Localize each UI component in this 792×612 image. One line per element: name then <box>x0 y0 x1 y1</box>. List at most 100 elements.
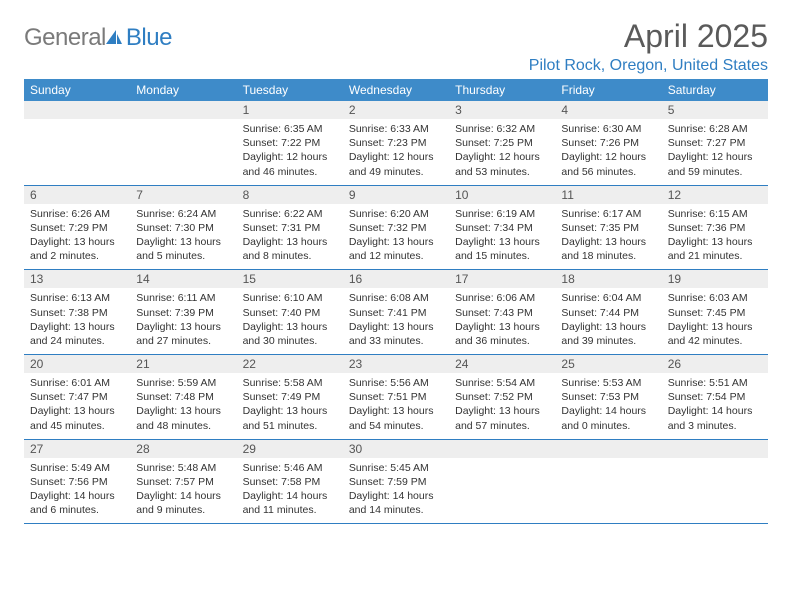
daylight-text: Daylight: 13 hours and 27 minutes. <box>136 320 230 348</box>
day-body: Sunrise: 5:59 AMSunset: 7:48 PMDaylight:… <box>130 373 236 439</box>
day-number: 27 <box>24 440 130 458</box>
sunset-text: Sunset: 7:39 PM <box>136 306 230 320</box>
logo: GeneralBlue <box>24 18 172 53</box>
day-number: 13 <box>24 270 130 288</box>
sunrise-text: Sunrise: 5:46 AM <box>243 461 337 475</box>
day-cell <box>24 101 130 185</box>
day-cell: 15Sunrise: 6:10 AMSunset: 7:40 PMDayligh… <box>237 270 343 354</box>
daylight-text: Daylight: 13 hours and 2 minutes. <box>30 235 124 263</box>
day-body: Sunrise: 5:51 AMSunset: 7:54 PMDaylight:… <box>662 373 768 439</box>
week-row: 1Sunrise: 6:35 AMSunset: 7:22 PMDaylight… <box>24 101 768 186</box>
daylight-text: Daylight: 13 hours and 39 minutes. <box>561 320 655 348</box>
sunrise-text: Sunrise: 6:03 AM <box>668 291 762 305</box>
sunrise-text: Sunrise: 6:22 AM <box>243 207 337 221</box>
day-number: 5 <box>662 101 768 119</box>
daylight-text: Daylight: 13 hours and 36 minutes. <box>455 320 549 348</box>
sunset-text: Sunset: 7:41 PM <box>349 306 443 320</box>
sunrise-text: Sunrise: 5:49 AM <box>30 461 124 475</box>
sunrise-text: Sunrise: 5:53 AM <box>561 376 655 390</box>
sunrise-text: Sunrise: 6:13 AM <box>30 291 124 305</box>
sunrise-text: Sunrise: 5:59 AM <box>136 376 230 390</box>
sunset-text: Sunset: 7:45 PM <box>668 306 762 320</box>
daylight-text: Daylight: 13 hours and 57 minutes. <box>455 404 549 432</box>
day-cell: 30Sunrise: 5:45 AMSunset: 7:59 PMDayligh… <box>343 440 449 524</box>
day-cell: 18Sunrise: 6:04 AMSunset: 7:44 PMDayligh… <box>555 270 661 354</box>
daylight-text: Daylight: 14 hours and 9 minutes. <box>136 489 230 517</box>
day-body: Sunrise: 6:32 AMSunset: 7:25 PMDaylight:… <box>449 119 555 185</box>
day-cell: 6Sunrise: 6:26 AMSunset: 7:29 PMDaylight… <box>24 186 130 270</box>
sunrise-text: Sunrise: 6:28 AM <box>668 122 762 136</box>
daylight-text: Daylight: 13 hours and 51 minutes. <box>243 404 337 432</box>
day-body: Sunrise: 6:10 AMSunset: 7:40 PMDaylight:… <box>237 288 343 354</box>
day-header-cell: Friday <box>555 79 661 101</box>
day-cell: 13Sunrise: 6:13 AMSunset: 7:38 PMDayligh… <box>24 270 130 354</box>
sunset-text: Sunset: 7:22 PM <box>243 136 337 150</box>
sunrise-text: Sunrise: 5:54 AM <box>455 376 549 390</box>
day-body: Sunrise: 6:19 AMSunset: 7:34 PMDaylight:… <box>449 204 555 270</box>
daylight-text: Daylight: 13 hours and 21 minutes. <box>668 235 762 263</box>
day-number: 9 <box>343 186 449 204</box>
day-number: 11 <box>555 186 661 204</box>
sunset-text: Sunset: 7:31 PM <box>243 221 337 235</box>
day-cell: 7Sunrise: 6:24 AMSunset: 7:30 PMDaylight… <box>130 186 236 270</box>
day-cell: 22Sunrise: 5:58 AMSunset: 7:49 PMDayligh… <box>237 355 343 439</box>
daylight-text: Daylight: 14 hours and 0 minutes. <box>561 404 655 432</box>
sail-icon <box>104 25 124 53</box>
day-header-cell: Sunday <box>24 79 130 101</box>
day-body: Sunrise: 5:48 AMSunset: 7:57 PMDaylight:… <box>130 458 236 524</box>
day-body: Sunrise: 6:08 AMSunset: 7:41 PMDaylight:… <box>343 288 449 354</box>
day-header-cell: Monday <box>130 79 236 101</box>
month-title: April 2025 <box>529 18 768 55</box>
sunrise-text: Sunrise: 6:20 AM <box>349 207 443 221</box>
week-row: 6Sunrise: 6:26 AMSunset: 7:29 PMDaylight… <box>24 186 768 271</box>
day-body: Sunrise: 6:01 AMSunset: 7:47 PMDaylight:… <box>24 373 130 439</box>
day-cell <box>555 440 661 524</box>
sunrise-text: Sunrise: 6:15 AM <box>668 207 762 221</box>
logo-text-blue: Blue <box>126 24 172 51</box>
sunrise-text: Sunrise: 5:51 AM <box>668 376 762 390</box>
day-cell: 12 Sunrise: 6:15 AMSunset: 7:36 PMDayligh… <box>662 186 768 270</box>
sunset-text: Sunset: 7:44 PM <box>561 306 655 320</box>
sunset-text: Sunset: 7:49 PM <box>243 390 337 404</box>
sunrise-text: Sunrise: 6:04 AM <box>561 291 655 305</box>
day-cell: 29Sunrise: 5:46 AMSunset: 7:58 PMDayligh… <box>237 440 343 524</box>
sunset-text: Sunset: 7:23 PM <box>349 136 443 150</box>
day-number: 6 <box>24 186 130 204</box>
sunrise-text: Sunrise: 6:08 AM <box>349 291 443 305</box>
sunset-text: Sunset: 7:40 PM <box>243 306 337 320</box>
sunrise-text: Sunrise: 6:32 AM <box>455 122 549 136</box>
daylight-text: Daylight: 12 hours and 59 minutes. <box>668 150 762 178</box>
day-number: 23 <box>343 355 449 373</box>
day-header-row: SundayMondayTuesdayWednesdayThursdayFrid… <box>24 79 768 101</box>
day-body: Sunrise: 6:13 AMSunset: 7:38 PMDaylight:… <box>24 288 130 354</box>
day-cell <box>449 440 555 524</box>
sunset-text: Sunset: 7:48 PM <box>136 390 230 404</box>
day-number: 10 <box>449 186 555 204</box>
day-body: Sunrise: 6:03 AMSunset: 7:45 PMDaylight:… <box>662 288 768 354</box>
day-body: Sunrise: 5:45 AMSunset: 7:59 PMDaylight:… <box>343 458 449 524</box>
day-body: Sunrise: 6:35 AMSunset: 7:22 PMDaylight:… <box>237 119 343 185</box>
day-header-cell: Tuesday <box>237 79 343 101</box>
day-cell: 10Sunrise: 6:19 AMSunset: 7:34 PMDayligh… <box>449 186 555 270</box>
day-cell: 11Sunrise: 6:17 AMSunset: 7:35 PMDayligh… <box>555 186 661 270</box>
day-number: 4 <box>555 101 661 119</box>
daylight-text: Daylight: 13 hours and 12 minutes. <box>349 235 443 263</box>
day-cell: 21Sunrise: 5:59 AMSunset: 7:48 PMDayligh… <box>130 355 236 439</box>
daylight-text: Daylight: 13 hours and 5 minutes. <box>136 235 230 263</box>
day-cell: 2Sunrise: 6:33 AMSunset: 7:23 PMDaylight… <box>343 101 449 185</box>
daylight-text: Daylight: 13 hours and 30 minutes. <box>243 320 337 348</box>
day-cell: 4Sunrise: 6:30 AMSunset: 7:26 PMDaylight… <box>555 101 661 185</box>
sunset-text: Sunset: 7:29 PM <box>30 221 124 235</box>
sunset-text: Sunset: 7:35 PM <box>561 221 655 235</box>
day-number: 12 <box>662 186 768 204</box>
day-body: Sunrise: 6:33 AMSunset: 7:23 PMDaylight:… <box>343 119 449 185</box>
daylight-text: Daylight: 12 hours and 46 minutes. <box>243 150 337 178</box>
sunrise-text: Sunrise: 6:19 AM <box>455 207 549 221</box>
daylight-text: Daylight: 14 hours and 6 minutes. <box>30 489 124 517</box>
daylight-text: Daylight: 12 hours and 49 minutes. <box>349 150 443 178</box>
day-number: 29 <box>237 440 343 458</box>
day-body: Sunrise: 5:53 AMSunset: 7:53 PMDaylight:… <box>555 373 661 439</box>
sunset-text: Sunset: 7:36 PM <box>668 221 762 235</box>
day-body: Sunrise: 6:26 AMSunset: 7:29 PMDaylight:… <box>24 204 130 270</box>
sunrise-text: Sunrise: 6:10 AM <box>243 291 337 305</box>
